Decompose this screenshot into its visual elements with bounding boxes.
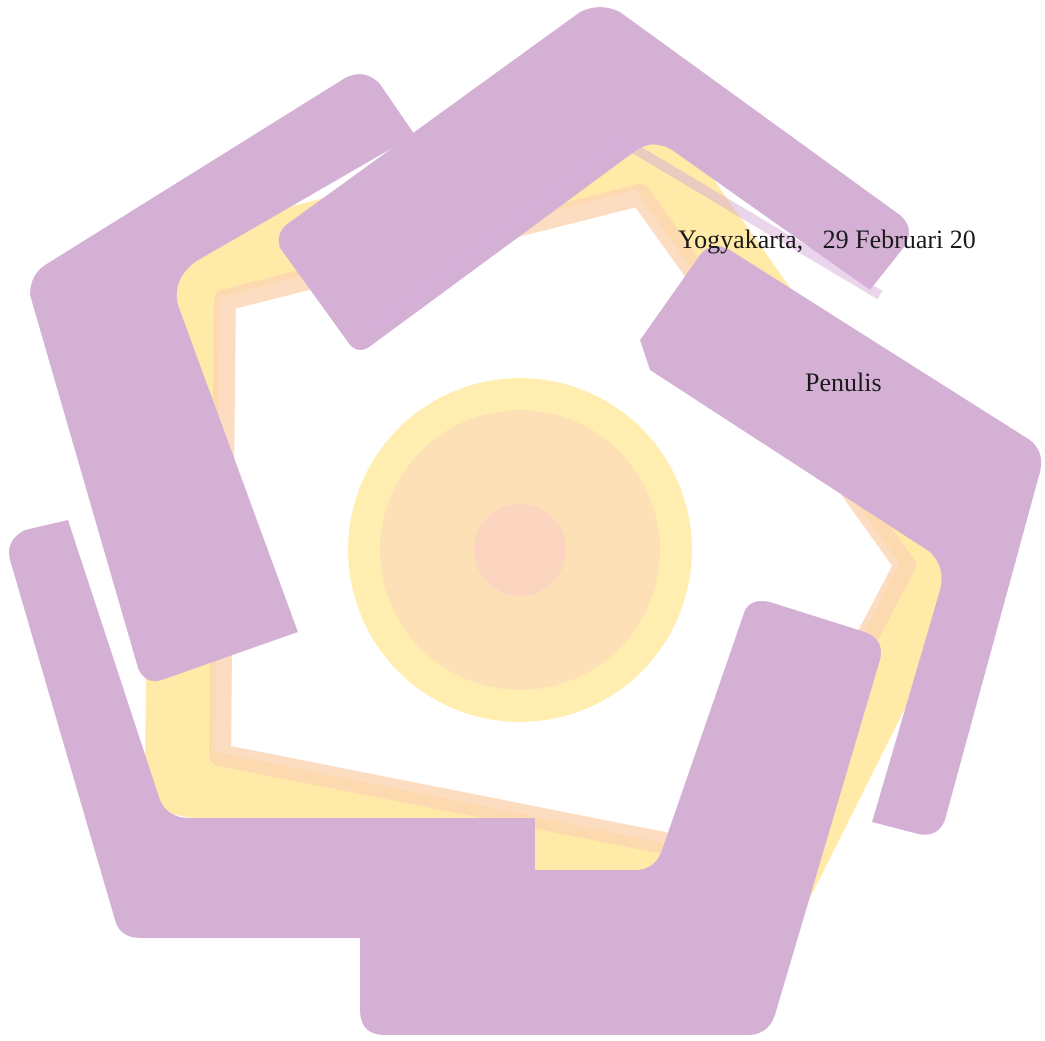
signer-role: Penulis bbox=[805, 368, 882, 397]
place-date-line: Yogyakarta, 29 Februari 20 bbox=[678, 225, 976, 254]
